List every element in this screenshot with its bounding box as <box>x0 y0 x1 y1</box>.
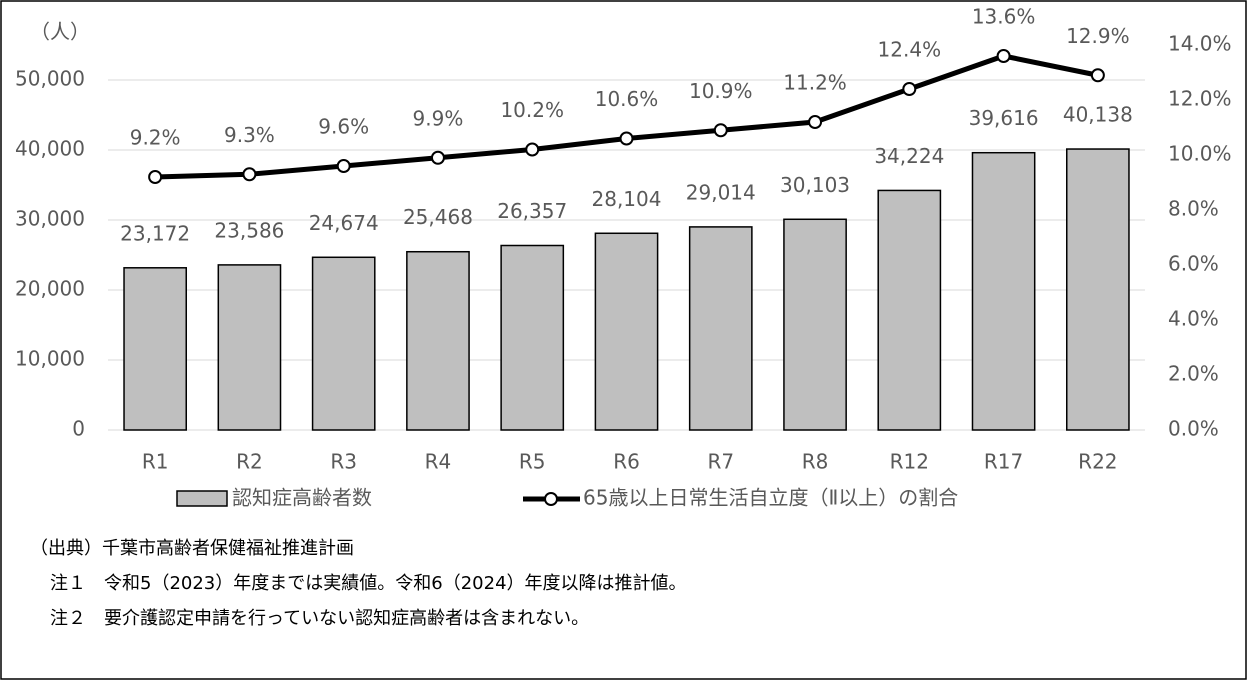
y2-tick-label: 12.0% <box>1168 87 1232 111</box>
line-marker <box>242 167 257 182</box>
line-marker <box>808 115 823 129</box>
line-value-label: 12.4% <box>878 38 942 62</box>
bar <box>217 264 282 431</box>
x-tick-label: R1 <box>142 450 169 474</box>
x-tick-label: R12 <box>890 450 929 474</box>
bar-value-label: 23,172 <box>120 221 190 245</box>
x-tick-label: R22 <box>1078 450 1117 474</box>
line-value-label: 9.2% <box>130 126 181 150</box>
bar-value-label: 39,616 <box>969 106 1039 130</box>
bar <box>406 250 470 431</box>
y2-tick-label: 10.0% <box>1168 142 1232 166</box>
line-marker <box>902 82 917 96</box>
y2-tick-label: 6.0% <box>1168 252 1219 276</box>
line-marker <box>148 170 163 184</box>
x-tick-label: R3 <box>330 450 357 474</box>
bar <box>783 218 847 431</box>
x-tick-label: R7 <box>707 450 734 474</box>
y-tick-label: 50,000 <box>15 67 85 91</box>
bar-value-label: 25,468 <box>403 205 473 229</box>
bar-value-label: 26,357 <box>497 199 567 223</box>
bar <box>123 267 187 431</box>
line-marker <box>430 150 445 165</box>
x-tick-label: R17 <box>984 450 1023 474</box>
x-tick-label: R5 <box>519 450 546 474</box>
legend-swatch <box>176 490 228 507</box>
bar <box>971 151 1036 431</box>
bar-value-label: 28,104 <box>592 187 662 211</box>
legend-marker <box>544 492 558 506</box>
bar <box>877 189 942 431</box>
y-tick-label: 40,000 <box>15 137 85 161</box>
line-marker <box>1090 68 1105 83</box>
bar <box>688 226 753 431</box>
y-tick-label: 20,000 <box>15 277 85 301</box>
bar-value-label: 40,138 <box>1063 103 1133 127</box>
y2-tick-label: 14.0% <box>1168 32 1232 56</box>
bar-value-label: 24,674 <box>309 211 379 235</box>
line-value-label: 13.6% <box>972 5 1036 29</box>
y-tick-label: 30,000 <box>15 207 85 231</box>
line-marker <box>996 49 1011 63</box>
x-tick-label: R2 <box>236 450 263 474</box>
x-tick-label: R8 <box>802 450 829 474</box>
x-tick-label: R4 <box>425 450 452 474</box>
bar-value-label: 30,103 <box>780 173 850 197</box>
y-tick-label: 10,000 <box>15 347 85 371</box>
bar <box>311 256 376 431</box>
line-marker <box>525 142 540 157</box>
line-value-label: 9.9% <box>413 106 464 130</box>
y2-tick-label: 4.0% <box>1168 307 1219 331</box>
bar-value-label: 34,224 <box>874 144 944 168</box>
line-value-label: 10.6% <box>595 87 659 111</box>
y2-tick-label: 8.0% <box>1168 197 1219 221</box>
bar-value-label: 29,014 <box>686 180 756 204</box>
y2-tick-label: 2.0% <box>1168 362 1219 386</box>
y2-tick-label: 0.0% <box>1168 417 1219 441</box>
bar <box>1066 148 1130 431</box>
line-value-label: 10.9% <box>689 79 753 103</box>
x-tick-label: R6 <box>613 450 640 474</box>
bar-value-label: 23,586 <box>214 218 284 242</box>
line-value-label: 12.9% <box>1066 24 1130 48</box>
legend-label: 認知症高齢者数 <box>232 486 372 510</box>
line-value-label: 11.2% <box>783 71 847 95</box>
note: 注２ 要介護認定申請を行っていない認知症高齢者は含まれない。 <box>50 608 589 629</box>
line-marker <box>619 131 634 146</box>
bar <box>594 232 659 431</box>
line-value-label: 9.6% <box>318 115 369 139</box>
line-value-label: 10.2% <box>500 98 564 122</box>
y-unit: （人） <box>30 20 90 44</box>
line-marker <box>713 123 728 138</box>
line-marker <box>336 159 351 173</box>
legend-label: 65歳以上日常生活自立度（Ⅱ以上）の割合 <box>583 486 958 510</box>
line-value-label: 9.3% <box>224 123 275 147</box>
y-tick-label: 0 <box>72 417 85 441</box>
bar <box>500 244 565 431</box>
note: （出典）千葉市高齢者保健福祉推進計画 <box>30 538 354 559</box>
note: 注１ 令和5（2023）年度までは実績値。令和6（2024）年度以降は推計値。 <box>50 573 687 594</box>
